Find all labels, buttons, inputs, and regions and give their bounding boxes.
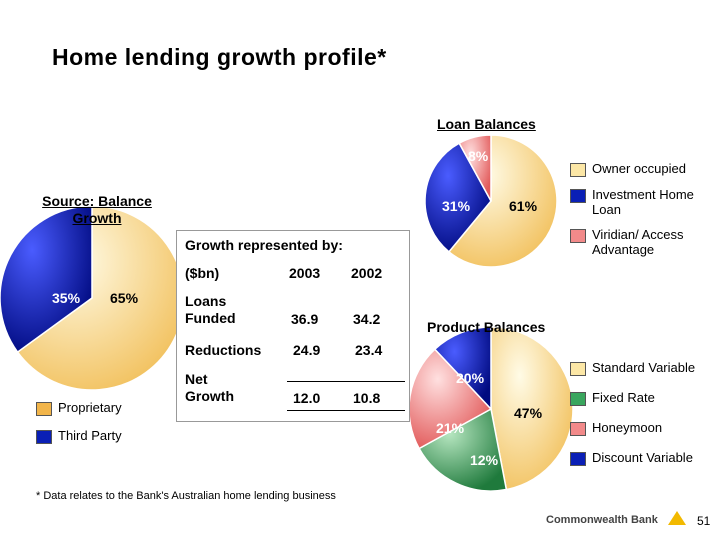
pie-slice-discount-variable	[433, 326, 492, 411]
brand-logo-text: Commonwealth Bank	[546, 514, 658, 526]
balance-growth-pie	[0, 205, 185, 391]
legend-swatch	[570, 229, 586, 243]
legend-label: Investment Home Loan	[592, 187, 694, 217]
page-number: 51	[697, 514, 711, 528]
legend-item-fixed-rate: Fixed Rate	[570, 390, 716, 406]
balance-growth-legend: Proprietary Third Party	[36, 400, 176, 444]
legend-label: Standard Variable	[592, 360, 696, 375]
legend-swatch	[570, 362, 586, 376]
legend-label: Third Party	[58, 428, 122, 443]
row-label-loans-funded: Loans Funded	[185, 293, 236, 326]
cell-loans-funded-2002: 34.2	[353, 311, 381, 327]
column-header-unit: ($bn)	[185, 265, 220, 281]
growth-table: Growth represented by: ($bn) 2003 2002 L…	[176, 230, 410, 422]
net-growth-underline	[287, 410, 405, 411]
legend-label: Owner occupied	[592, 161, 686, 176]
loan-balances-pie	[424, 134, 558, 268]
legend-item-standard-variable: Standard Variable	[570, 360, 716, 376]
footnote: * Data relates to the Bank's Australian …	[36, 490, 336, 502]
slice-label-standard-variable: 47%	[514, 405, 543, 421]
pie-slice-investment-home-loan	[424, 142, 492, 253]
row-label-net-growth: Net Growth	[185, 371, 234, 404]
slice-label-owner-occupied: 61%	[509, 198, 538, 214]
product-balances-title: Product Balances	[427, 319, 546, 335]
pie-slice-proprietary	[16, 205, 185, 391]
legend-swatch	[570, 422, 586, 436]
cell-reductions-2003: 24.9	[293, 342, 321, 358]
column-header-2003: 2003	[289, 265, 321, 281]
legend-swatch	[570, 452, 586, 466]
slide-title: Home lending growth profile*	[52, 44, 387, 70]
legend-label: Honeymoon	[592, 420, 663, 435]
pie-slice-owner-occupied	[447, 134, 558, 268]
loan-balances-legend: Owner occupied Investment Home Loan Viri…	[570, 161, 716, 257]
legend-item-honeymoon: Honeymoon	[570, 420, 716, 436]
cell-net-growth-2002: 10.8	[353, 390, 381, 406]
slice-label-viridian: 8%	[468, 148, 489, 164]
cell-reductions-2002: 23.4	[355, 342, 383, 358]
legend-swatch	[570, 189, 586, 203]
pie-slice-honeymoon	[408, 348, 493, 450]
slice-label-third-party: 35%	[52, 290, 81, 306]
column-header-2002: 2002	[351, 265, 383, 281]
legend-label: Proprietary	[58, 400, 122, 415]
balance-growth-title: Source: Balance Growth	[42, 193, 152, 226]
legend-swatch-third-party	[36, 430, 52, 444]
loan-balances-title: Loan Balances	[437, 116, 536, 132]
cell-net-growth-2003: 12.0	[293, 390, 321, 406]
slice-label-proprietary: 65%	[110, 290, 139, 306]
legend-swatch	[570, 392, 586, 406]
product-balances-pie	[408, 326, 574, 492]
legend-item-investment: Investment Home Loan	[570, 187, 716, 217]
legend-label: Discount Variable	[592, 450, 693, 465]
legend-swatch	[570, 163, 586, 177]
legend-item-owner-occupied: Owner occupied	[570, 161, 716, 177]
legend-item-third-party: Third Party	[36, 428, 176, 444]
legend-item-viridian: Viridian/ Access Advantage	[570, 227, 716, 257]
pie-slice-viridian-access-advantage	[458, 134, 492, 202]
pie-slice-fixed-rate	[418, 407, 508, 492]
legend-item-discount-variable: Discount Variable	[570, 450, 716, 466]
slice-label-investment: 31%	[442, 198, 471, 214]
pie-slice-third-party	[0, 205, 93, 354]
slice-label-fixed-rate: 20%	[456, 370, 485, 386]
product-balances-legend: Standard Variable Fixed Rate Honeymoon D…	[570, 360, 716, 466]
brand-diamond-icon	[668, 511, 686, 525]
legend-label: Fixed Rate	[592, 390, 655, 405]
net-growth-rule	[287, 381, 405, 382]
legend-item-proprietary: Proprietary	[36, 400, 176, 416]
row-label-reductions: Reductions	[185, 342, 262, 358]
slice-label-honeymoon: 21%	[436, 420, 465, 436]
growth-table-title: Growth represented by:	[185, 237, 343, 253]
legend-label: Viridian/ Access Advantage	[592, 227, 684, 257]
cell-loans-funded-2003: 36.9	[291, 311, 319, 327]
legend-swatch-proprietary	[36, 402, 52, 416]
slice-label-discount-variable: 12%	[470, 452, 499, 468]
